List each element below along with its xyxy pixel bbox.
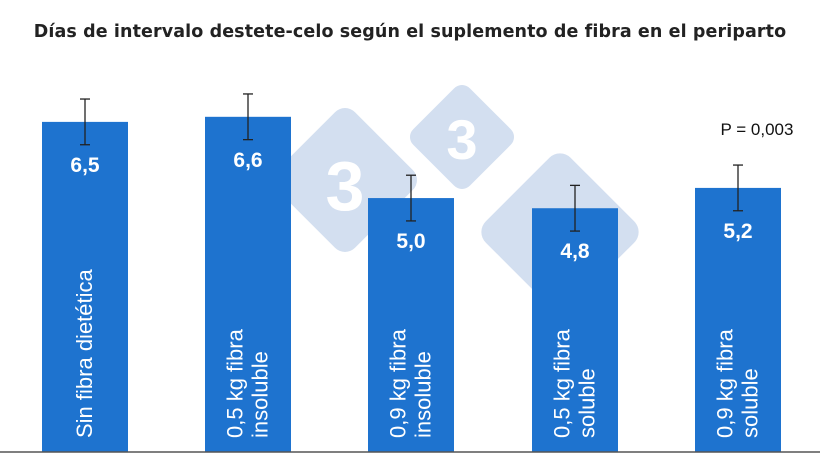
error-bars-group bbox=[80, 93, 743, 232]
category-label-5-line-2: soluble bbox=[738, 368, 763, 438]
chart-title: Días de intervalo destete-celo según el … bbox=[33, 22, 787, 42]
category-label-1: Sin fibra dietética bbox=[72, 268, 97, 438]
value-label-1: 6,5 bbox=[70, 154, 100, 177]
value-label-3: 5,0 bbox=[396, 230, 425, 253]
category-labels-group: Sin fibra dietética 0,5 kg fibrainsoluble… bbox=[72, 268, 763, 438]
bar-3 bbox=[368, 198, 454, 452]
value-label-2: 6,6 bbox=[233, 149, 262, 172]
bar-2 bbox=[205, 116, 291, 452]
category-label-5-line-1: 0,9 kg fibra bbox=[713, 328, 738, 438]
error-bar-4 bbox=[570, 184, 580, 232]
bar-1 bbox=[42, 121, 128, 453]
category-label-4-line-2: soluble bbox=[575, 368, 600, 438]
error-bar-1 bbox=[80, 98, 90, 146]
bar-4 bbox=[532, 208, 618, 452]
category-label-3: 0,9 kg fibrainsoluble bbox=[386, 328, 436, 438]
bar-5 bbox=[695, 187, 781, 453]
value-label-5: 5,2 bbox=[723, 220, 752, 243]
p-value-annotation: P = 0,003 bbox=[721, 120, 794, 139]
error-bar-5 bbox=[733, 164, 743, 212]
category-label-3-line-1: 0,9 kg fibra bbox=[386, 328, 411, 438]
category-label-4-line-1: 0,5 kg fibra bbox=[550, 328, 575, 438]
value-label-4: 4,8 bbox=[560, 240, 590, 263]
category-label-1-line-1: Sin fibra dietética bbox=[72, 268, 97, 438]
category-label-4: 0,5 kg fibrasoluble bbox=[550, 328, 600, 438]
category-label-3-line-2: insoluble bbox=[411, 351, 436, 438]
value-labels-group: 6,5 6,6 5,0 4,8 5,2 bbox=[70, 149, 752, 263]
category-label-2-line-2: insoluble bbox=[248, 351, 273, 438]
category-label-2-line-1: 0,5 kg fibra bbox=[223, 328, 248, 438]
svg-text:3: 3 bbox=[446, 108, 477, 171]
bars-group bbox=[42, 116, 781, 453]
error-bar-3 bbox=[406, 174, 416, 222]
error-bar-2 bbox=[243, 93, 253, 141]
svg-text:3: 3 bbox=[326, 147, 365, 225]
category-label-2: 0,5 kg fibrainsoluble bbox=[223, 328, 273, 438]
category-label-5: 0,9 kg fibrasoluble bbox=[713, 328, 763, 438]
